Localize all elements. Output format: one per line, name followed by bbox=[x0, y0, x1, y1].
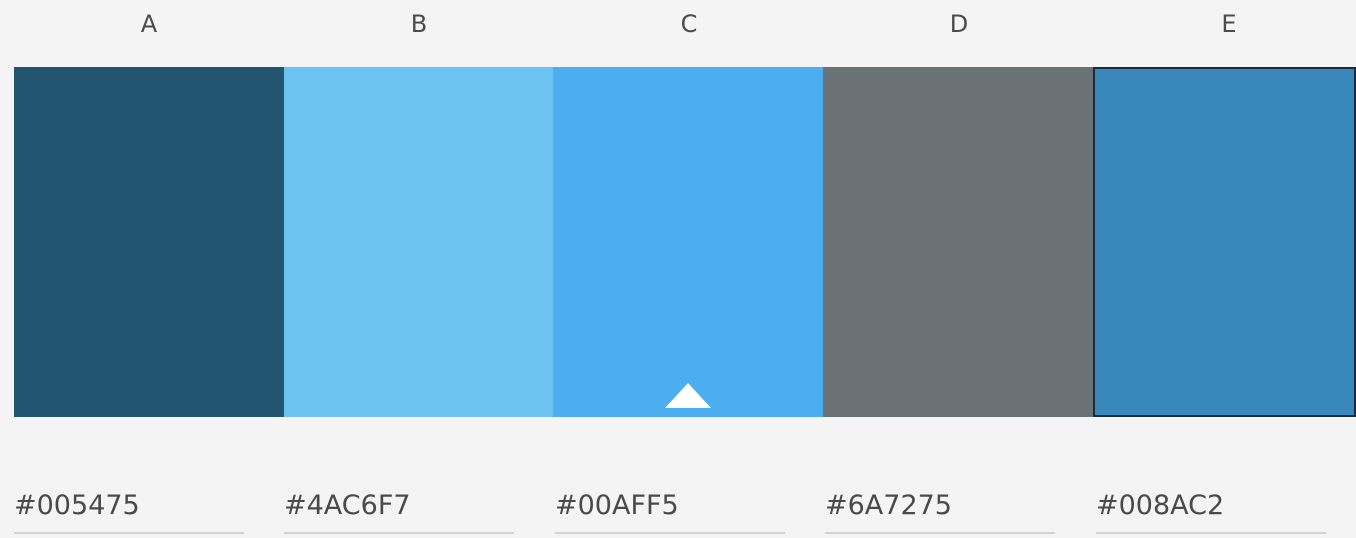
hex-field-e[interactable] bbox=[1096, 478, 1326, 534]
hex-field-b[interactable] bbox=[284, 478, 514, 534]
swatch-c[interactable] bbox=[553, 67, 823, 417]
swatch-label-e: E bbox=[1221, 10, 1237, 38]
hex-field-c[interactable] bbox=[555, 478, 785, 534]
hex-input-b[interactable] bbox=[284, 478, 514, 532]
swatch-a[interactable] bbox=[14, 67, 284, 417]
swatch-label-d: D bbox=[949, 10, 969, 38]
hex-input-a[interactable] bbox=[14, 478, 244, 532]
hex-input-e[interactable] bbox=[1096, 478, 1326, 532]
base-color-marker-icon[interactable] bbox=[665, 383, 711, 408]
swatch-label-a: A bbox=[140, 10, 158, 38]
hex-input-d[interactable] bbox=[825, 478, 1055, 532]
hex-field-d[interactable] bbox=[825, 478, 1055, 534]
swatch-d[interactable] bbox=[823, 67, 1093, 417]
swatch-b[interactable] bbox=[284, 67, 554, 417]
color-swatches bbox=[14, 67, 1356, 417]
swatch-e[interactable] bbox=[1093, 67, 1356, 417]
swatch-label-b: B bbox=[410, 10, 428, 38]
hex-values bbox=[14, 478, 1356, 538]
hex-input-c[interactable] bbox=[555, 478, 785, 532]
swatch-labels: A B C D E bbox=[14, 0, 1356, 50]
swatch-label-c: C bbox=[680, 10, 698, 38]
hex-field-a[interactable] bbox=[14, 478, 244, 534]
